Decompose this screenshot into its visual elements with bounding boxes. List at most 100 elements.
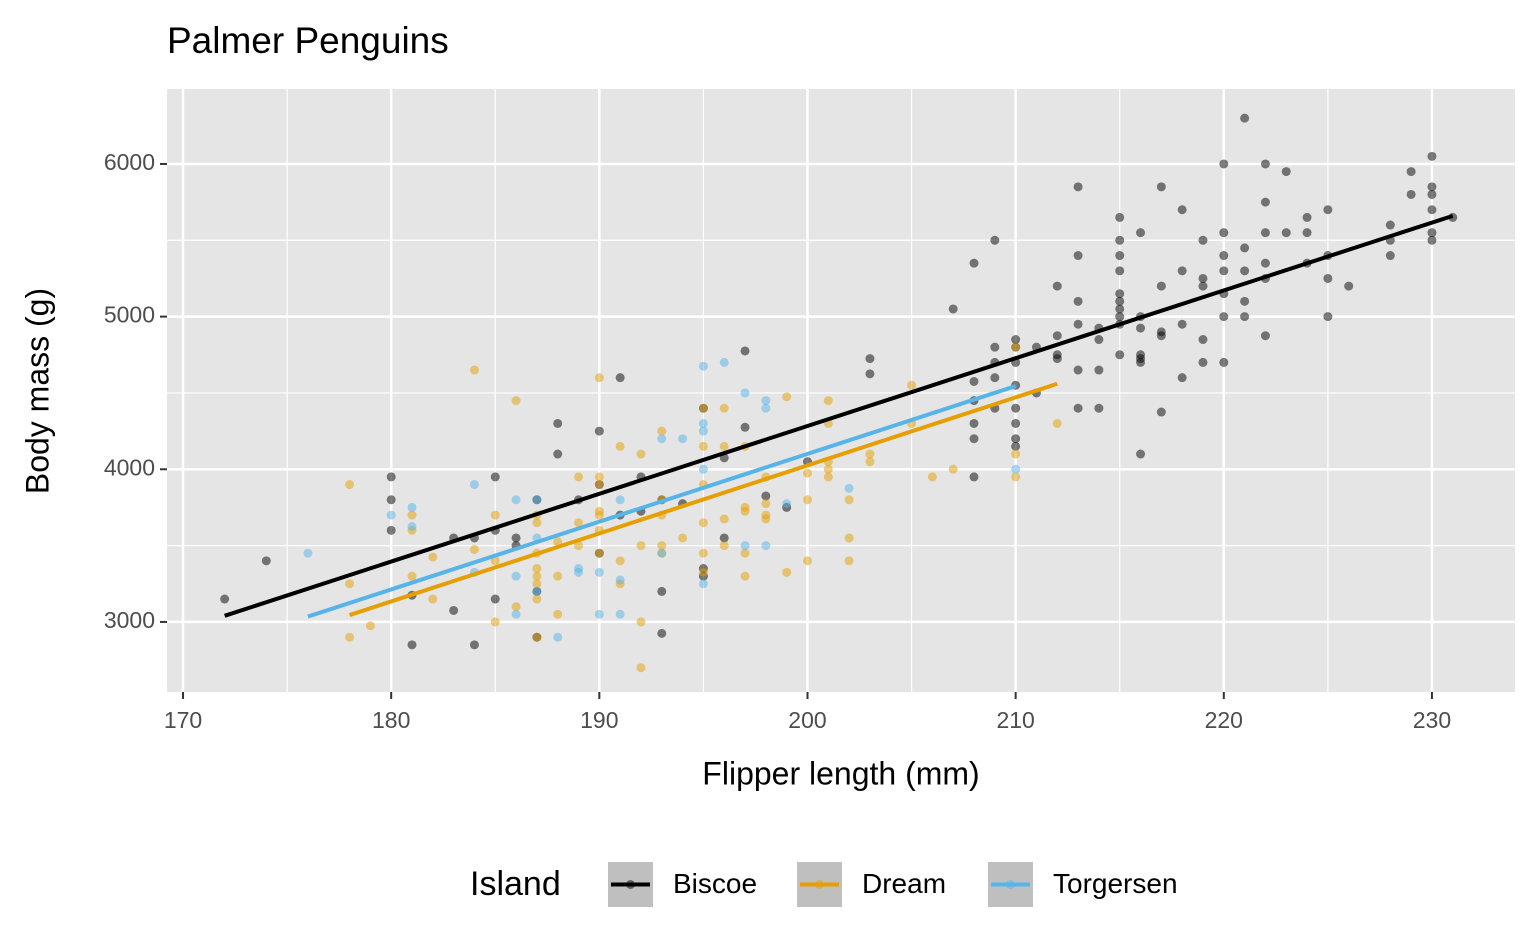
point: [782, 567, 792, 577]
point: [449, 605, 459, 615]
point: [574, 541, 584, 551]
point: [1115, 304, 1125, 314]
point: [1011, 449, 1021, 459]
point: [1115, 235, 1125, 245]
point: [1052, 354, 1062, 364]
point: [1260, 331, 1270, 341]
point: [615, 441, 625, 451]
point: [511, 609, 521, 619]
point: [657, 586, 667, 596]
point: [1011, 418, 1021, 428]
point: [740, 346, 750, 356]
point: [698, 579, 708, 589]
point: [761, 403, 771, 413]
point: [719, 541, 729, 551]
point: [969, 258, 979, 268]
point: [553, 449, 563, 459]
fit-line: [307, 384, 1017, 619]
point: [428, 594, 438, 604]
point: [1219, 357, 1229, 367]
legend-point: [626, 880, 635, 889]
point: [1052, 281, 1062, 291]
point: [1302, 212, 1312, 222]
point: [1115, 296, 1125, 306]
point: [1198, 281, 1208, 291]
point: [698, 403, 708, 413]
point: [407, 522, 417, 532]
point: [1219, 312, 1229, 322]
point: [1260, 197, 1270, 207]
point: [615, 495, 625, 505]
point: [678, 533, 688, 543]
point: [1260, 159, 1270, 169]
point: [1260, 228, 1270, 238]
point: [1011, 434, 1021, 444]
point: [657, 426, 667, 436]
point: [823, 396, 833, 406]
point: [740, 541, 750, 551]
point: [1323, 312, 1333, 322]
point: [698, 464, 708, 474]
point: [532, 495, 542, 505]
point: [1177, 266, 1187, 276]
point: [1115, 251, 1125, 261]
point: [990, 342, 1000, 352]
point: [511, 495, 521, 505]
point: [615, 575, 625, 585]
point: [1177, 319, 1187, 329]
point: [865, 369, 875, 379]
point: [969, 376, 979, 386]
point: [657, 541, 667, 551]
chart-title: Palmer Penguins: [167, 20, 449, 61]
point: [1136, 228, 1146, 238]
x-tick-label: 180: [372, 707, 410, 733]
point: [1198, 357, 1208, 367]
point: [1427, 151, 1437, 161]
point: [532, 632, 542, 642]
point: [1323, 205, 1333, 215]
legend-point: [815, 880, 824, 889]
point: [1240, 266, 1250, 276]
point: [1344, 281, 1354, 291]
point: [1198, 335, 1208, 345]
point: [532, 571, 542, 581]
point: [469, 480, 479, 490]
point: [1385, 220, 1395, 230]
point: [469, 640, 479, 650]
point: [740, 388, 750, 398]
point: [1011, 472, 1021, 482]
point: [990, 373, 1000, 383]
point: [386, 472, 396, 482]
point: [1156, 281, 1166, 291]
point: [907, 380, 917, 390]
fit-line: [348, 381, 1058, 617]
point: [698, 418, 708, 428]
point: [1073, 365, 1083, 375]
point: [553, 571, 563, 581]
point: [782, 499, 792, 509]
point: [1427, 205, 1437, 215]
point: [1115, 289, 1125, 299]
point: [844, 495, 854, 505]
point: [761, 499, 771, 509]
point: [532, 563, 542, 573]
point: [865, 449, 875, 459]
point: [1115, 266, 1125, 276]
point: [782, 392, 792, 402]
x-axis-title: Flipper length (mm): [702, 755, 979, 791]
point: [532, 579, 542, 589]
point: [407, 640, 417, 650]
point: [761, 396, 771, 406]
x-tick-label: 170: [164, 707, 202, 733]
point: [698, 567, 708, 577]
point: [1136, 357, 1146, 367]
point: [303, 548, 313, 558]
point: [1073, 296, 1083, 306]
point: [407, 510, 417, 520]
point: [386, 495, 396, 505]
point: [1427, 228, 1437, 238]
point: [594, 510, 604, 520]
point: [636, 663, 646, 673]
y-tick-label: 4000: [104, 454, 155, 480]
point: [553, 537, 563, 547]
